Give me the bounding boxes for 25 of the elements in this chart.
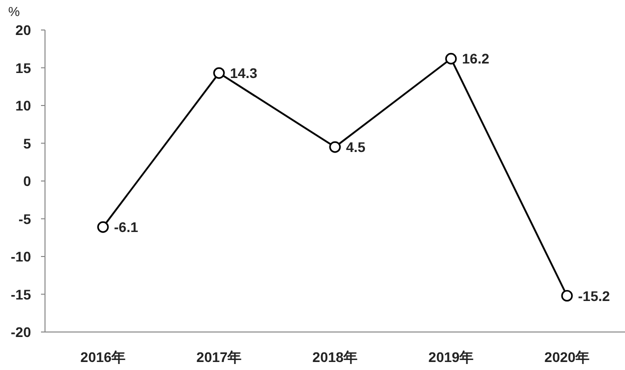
y-tick-label: 20 [15,22,32,38]
data-label: 4.5 [346,139,366,156]
y-tick-label: -15 [10,286,32,302]
data-label: 16.2 [462,50,490,67]
x-tick-label: 2017年 [196,349,242,365]
x-tick-label: 2020年 [544,349,590,365]
point [213,67,225,79]
y-tick-label: -20 [10,324,32,340]
point [445,52,457,64]
x-tick-label: 2016年 [80,349,126,365]
x-tick-label: 2019年 [428,349,474,365]
y-tick-label: 5 [23,135,32,152]
x-tick-label: 2018年 [312,349,358,365]
y-tick-label: 15 [15,60,32,76]
y-tick-label: 10 [15,98,32,114]
y-tick-label: 0 [23,173,32,189]
y-axis-title: % [8,4,20,19]
point [561,290,573,302]
data-label: -15.2 [578,288,610,304]
data-label: 14.3 [230,65,258,82]
point [329,141,341,153]
point [97,221,109,233]
data-label: -6.1 [114,219,138,236]
y-tick-label: -10 [10,248,32,264]
y-tick-label: -5 [18,210,32,227]
